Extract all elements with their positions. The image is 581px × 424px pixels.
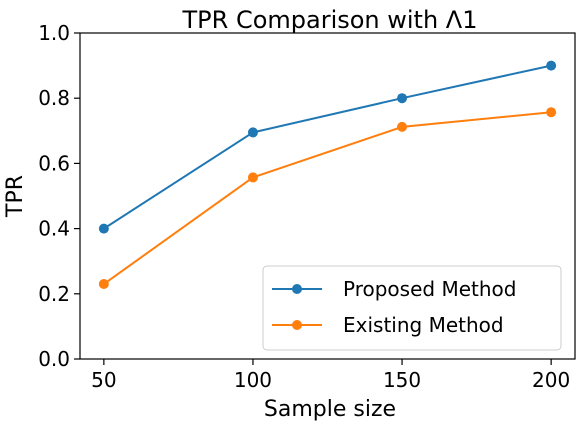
- data-point: [546, 107, 557, 118]
- series-line: [103, 64, 552, 230]
- chart-title: TPR Comparison with Λ1: [182, 6, 478, 34]
- x-tick-label: 100: [234, 368, 272, 392]
- legend-label: Existing Method: [343, 313, 504, 337]
- legend-box: [262, 265, 562, 351]
- data-point: [247, 172, 258, 183]
- legend-label: Proposed Method: [343, 277, 516, 301]
- x-axis-label: Sample size: [264, 397, 396, 422]
- x-tick-label: 200: [532, 368, 570, 392]
- series-line: [103, 111, 552, 285]
- data-point: [397, 121, 408, 132]
- y-tick-label: 0.6: [38, 151, 70, 175]
- data-point: [98, 279, 109, 290]
- data-point: [546, 60, 557, 71]
- y-axis: 0.0 0.2 0.4 0.6 0.8 1.0: [38, 21, 80, 371]
- legend-marker: [292, 320, 302, 330]
- data-point: [247, 127, 258, 138]
- x-tick-label: 50: [91, 368, 116, 392]
- y-tick-label: 0.0: [38, 347, 70, 371]
- y-tick-label: 0.8: [38, 86, 70, 110]
- data-point: [397, 93, 408, 104]
- x-tick-label: 150: [383, 368, 421, 392]
- x-axis: 50 100 150 200: [91, 359, 570, 392]
- y-tick-label: 1.0: [38, 21, 70, 45]
- plot-area-frame: [79, 32, 576, 360]
- data-point: [98, 223, 109, 234]
- y-tick-label: 0.2: [38, 282, 70, 306]
- legend: Proposed Method Existing Method: [262, 265, 562, 351]
- y-axis-label: TPR: [3, 175, 28, 218]
- series-layer: [98, 60, 557, 290]
- legend-marker: [292, 284, 302, 294]
- y-tick-label: 0.4: [38, 217, 70, 241]
